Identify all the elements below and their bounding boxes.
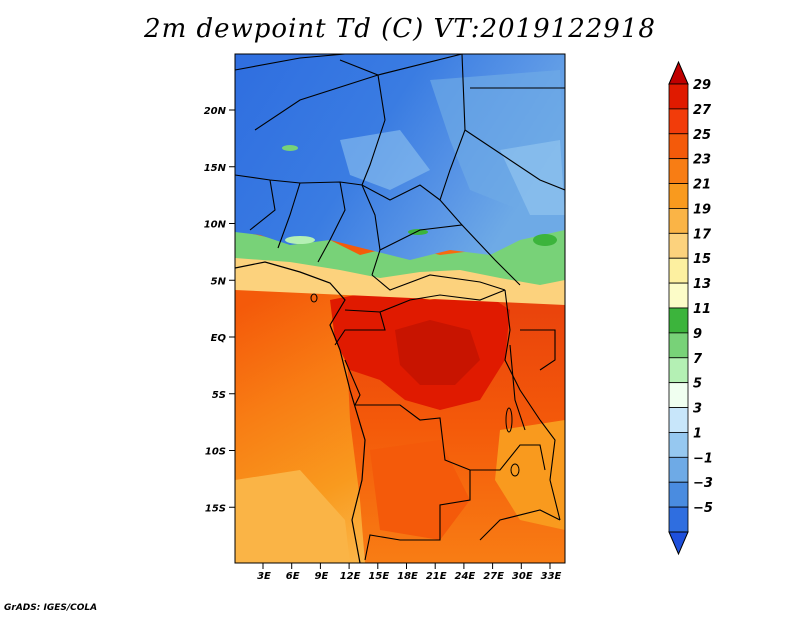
- lat-label: 5N: [211, 276, 227, 287]
- north-pale-patch-2: [500, 140, 565, 215]
- borders: [235, 54, 565, 561]
- lat-label: 15S: [205, 503, 226, 514]
- lat-label: 10S: [205, 447, 226, 458]
- colorbar: 29 27 25 23 21 19 17 15 13 11 9 7 5 3 1 −1 −3 −5: [668, 60, 713, 556]
- north-pale-patch: [340, 130, 430, 190]
- colorbar-label: 1: [693, 426, 702, 441]
- colorbar-swatch: [668, 232, 689, 259]
- colorbar-label: 11: [693, 302, 711, 317]
- transition-yellow: [235, 258, 565, 305]
- lat-label: 5S: [212, 390, 226, 401]
- map-title: 2m dewpoint Td (C) VT:2019122918: [144, 14, 656, 44]
- lake: [510, 463, 520, 477]
- colorbar-label: 5: [693, 377, 702, 392]
- colorbar-swatch: [668, 108, 689, 135]
- colorbar-label: 15: [693, 252, 711, 267]
- colorbar-swatch: [668, 208, 689, 234]
- credit-text: GrADS: IGES/COLA: [4, 603, 98, 613]
- southwest-field: [235, 470, 350, 563]
- colorbar-top-arrow: [668, 60, 689, 85]
- lat-label: 15N: [204, 163, 227, 174]
- colorbar-swatch: [668, 133, 689, 160]
- colorbar-swatch: [668, 83, 689, 110]
- lat-label: 10N: [204, 220, 227, 231]
- colorbar-swatch: [668, 481, 689, 508]
- green-speck: [285, 236, 315, 244]
- colorbar-label: 13: [693, 277, 711, 292]
- colorbar-label: 21: [693, 178, 711, 193]
- colorbar-swatch: [668, 158, 689, 184]
- lon-label: 21E: [426, 571, 447, 582]
- colorbar-label: −1: [693, 451, 713, 466]
- lat-label: 20N: [204, 106, 227, 117]
- colorbar-swatch: [668, 382, 689, 408]
- latitude-axis: 20N 15N 10N 5N EQ 5S 10S 15S: [204, 106, 235, 514]
- green-speck: [533, 234, 557, 246]
- colorbar-label: 29: [693, 78, 711, 93]
- congo-core-field: [395, 320, 480, 385]
- colorbar-swatch: [668, 432, 689, 458]
- colorbar-swatch: [668, 407, 689, 433]
- lon-label: 9E: [315, 571, 329, 582]
- green-speck: [282, 145, 298, 151]
- map-frame: [234, 53, 566, 564]
- colorbar-swatch: [668, 357, 689, 384]
- coastline: [235, 261, 366, 563]
- colorbar-label: −3: [693, 476, 713, 491]
- colorbar-swatch: [668, 183, 689, 209]
- colorbar-swatch: [668, 332, 689, 359]
- colorbar-label: 17: [693, 227, 712, 242]
- colorbar-label: 9: [693, 327, 702, 342]
- colorbar-swatch: [668, 282, 689, 309]
- lake: [505, 407, 513, 433]
- colorbar-label: 23: [693, 153, 711, 168]
- colorbar-bottom-arrow: [668, 531, 689, 556]
- lat-label: EQ: [211, 333, 227, 344]
- colorbar-swatch: [668, 506, 689, 533]
- lon-label: 12E: [340, 571, 361, 582]
- colorbar-label: 25: [693, 128, 711, 143]
- southeast-field: [495, 420, 565, 530]
- lon-label: 6E: [286, 571, 300, 582]
- lon-label: 15E: [368, 571, 389, 582]
- lon-label: 3E: [257, 571, 271, 582]
- lon-label: 24E: [455, 571, 476, 582]
- colorbar-swatch: [668, 456, 689, 483]
- map-field: [235, 54, 565, 563]
- lon-label: 30E: [512, 571, 533, 582]
- island: [310, 293, 318, 303]
- longitude-axis: 3E 6E 9E 12E 15E 18E 21E 24E 27E 30E 33E: [257, 563, 562, 582]
- colorbar-label: 19: [693, 202, 711, 217]
- colorbar-label: −5: [693, 501, 713, 516]
- lon-label: 33E: [541, 571, 562, 582]
- lon-label: 27E: [483, 571, 504, 582]
- south-center-field: [370, 440, 470, 540]
- colorbar-swatch: [668, 257, 689, 284]
- colorbar-label: 27: [693, 103, 712, 118]
- colorbar-label: 7: [693, 352, 703, 367]
- lon-label: 18E: [397, 571, 418, 582]
- colorbar-swatch: [668, 307, 689, 334]
- colorbar-label: 3: [693, 402, 702, 417]
